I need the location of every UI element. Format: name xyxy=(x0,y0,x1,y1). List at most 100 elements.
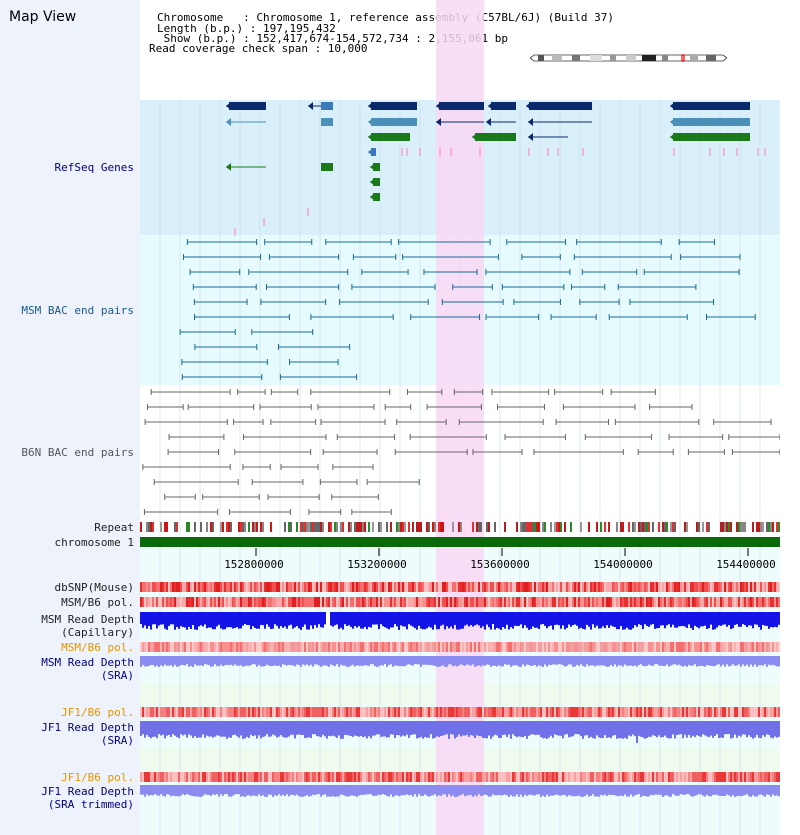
heat-cell xyxy=(374,772,376,782)
heat-cell xyxy=(496,597,498,607)
genome-tracks[interactable]: 152800000 153200000 153600000 154000000 1544… xyxy=(140,0,780,835)
depth-bar xyxy=(168,656,170,666)
depth-bar xyxy=(552,721,554,738)
heat-cell xyxy=(582,642,584,652)
heat-cell xyxy=(708,597,710,607)
heat-cell xyxy=(550,642,552,652)
heat-cell xyxy=(764,707,766,717)
chromosome-ideogram[interactable] xyxy=(530,54,727,62)
depth-bar xyxy=(340,656,342,665)
depth-bar xyxy=(506,612,508,625)
depth-bar xyxy=(578,785,580,796)
heat-cell xyxy=(570,597,572,607)
heat-cell xyxy=(568,597,570,607)
depth-bar xyxy=(520,785,522,795)
heat-cell xyxy=(732,707,734,717)
gene-arrow xyxy=(368,118,373,126)
heat-cell xyxy=(698,772,700,782)
heat-cell xyxy=(464,582,466,592)
heat-cell xyxy=(286,597,288,607)
heat-cell xyxy=(154,707,156,717)
heat-cell xyxy=(612,707,614,717)
heat-cell xyxy=(226,772,228,782)
depth-bar xyxy=(148,721,150,737)
depth-bar xyxy=(770,721,772,738)
heat-cell xyxy=(302,772,304,782)
refseq-genes[interactable] xyxy=(226,102,766,236)
depth-bar xyxy=(306,656,308,665)
depth-bar xyxy=(626,785,628,797)
depth-bar xyxy=(556,721,558,736)
heat-cell xyxy=(402,597,404,607)
depth-bar xyxy=(154,721,156,737)
heat-cell xyxy=(382,597,384,607)
heat-cell xyxy=(156,582,158,592)
heat-cell xyxy=(594,642,596,652)
depth-bar xyxy=(648,656,650,665)
heat-cell xyxy=(450,642,452,652)
depth-bar xyxy=(726,612,728,627)
heat-cell xyxy=(688,772,690,782)
heat-cell xyxy=(652,597,654,607)
depth-bar xyxy=(280,656,282,667)
depth-bar xyxy=(520,721,522,737)
heat-cell xyxy=(524,642,526,652)
depth-bar xyxy=(200,612,202,626)
depth-bar xyxy=(418,785,420,795)
depth-bar xyxy=(568,785,570,796)
heat-cell xyxy=(510,642,512,652)
heat-cell xyxy=(578,597,580,607)
heat-cell xyxy=(152,582,154,592)
heat-cell xyxy=(364,642,366,652)
heat-cell xyxy=(200,642,202,652)
chromosome-bar xyxy=(140,537,780,547)
heat-cell xyxy=(186,642,188,652)
depth-bar xyxy=(372,785,374,797)
heat-cell xyxy=(266,582,268,592)
heat-cell xyxy=(756,582,758,592)
heat-cell xyxy=(328,597,330,607)
heat-cell xyxy=(722,597,724,607)
heat-cell xyxy=(170,642,172,652)
heat-cell xyxy=(428,582,430,592)
heat-cell xyxy=(600,582,602,592)
depth-bar xyxy=(354,721,356,736)
heat-cell xyxy=(320,707,322,717)
heat-cell xyxy=(322,582,324,592)
heat-cell xyxy=(432,772,434,782)
gene-block xyxy=(371,133,410,141)
heat-cell xyxy=(306,582,308,592)
repeat-mark xyxy=(174,522,176,532)
heat-cell xyxy=(538,707,540,717)
heat-cell xyxy=(244,772,246,782)
depth-bar xyxy=(270,785,272,795)
heat-cell xyxy=(650,707,652,717)
depth-bar xyxy=(202,785,204,796)
heat-cell xyxy=(344,707,346,717)
track-label-repeat: Repeat xyxy=(94,521,134,534)
depth-bar xyxy=(392,656,394,667)
depth-bar xyxy=(752,785,754,796)
msm-bac-pairs[interactable] xyxy=(179,239,756,380)
heat-cell xyxy=(558,707,560,717)
heat-cell xyxy=(354,597,356,607)
depth-bar xyxy=(386,721,388,738)
heat-cell xyxy=(378,642,380,652)
heat-cell xyxy=(144,707,146,717)
depth-bar xyxy=(174,721,176,736)
depth-bar xyxy=(618,721,620,739)
depth-bar xyxy=(630,785,632,795)
track-label-msm-depth-sra-sub: (SRA) xyxy=(100,669,134,682)
depth-bar xyxy=(478,721,480,737)
depth-bar xyxy=(668,785,670,797)
heat-cell xyxy=(384,707,386,717)
depth-bar xyxy=(710,721,712,736)
heat-cell xyxy=(714,772,716,782)
depth-bar xyxy=(380,656,382,666)
depth-bar xyxy=(292,785,294,795)
depth-bar xyxy=(442,785,444,795)
depth-bar xyxy=(438,656,440,667)
b6n-bac-pairs[interactable] xyxy=(142,389,780,515)
repeat-mark xyxy=(458,522,460,532)
heat-cell xyxy=(188,642,190,652)
